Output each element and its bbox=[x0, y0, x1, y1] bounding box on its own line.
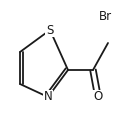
Text: N: N bbox=[44, 91, 52, 103]
Text: S: S bbox=[46, 23, 54, 37]
Text: O: O bbox=[93, 91, 103, 103]
Text: Br: Br bbox=[98, 10, 112, 23]
